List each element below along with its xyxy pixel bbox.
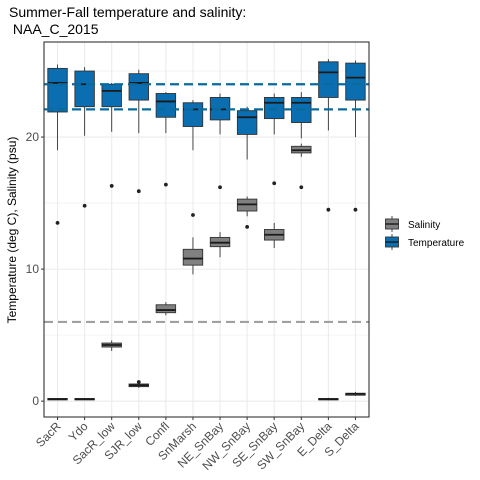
y-tick-label: 0 (32, 394, 39, 408)
outlier-point (245, 224, 250, 229)
box-body (345, 62, 366, 101)
outlier-point (326, 207, 331, 212)
outlier-point (109, 184, 114, 188)
outlier-point (299, 185, 304, 190)
box-salinity-SE_SnBay (264, 222, 285, 248)
outlier-point (218, 185, 222, 190)
legend: Salinity Temperature (385, 216, 465, 250)
box-body (236, 110, 258, 135)
outlier-point (82, 203, 87, 208)
box-salinity-NW_SnBay (236, 196, 258, 217)
box-temperature-Confl (155, 92, 177, 187)
box-salinity-SacR_low (101, 340, 122, 351)
box-body (264, 97, 285, 120)
panel-background (44, 42, 369, 417)
outlier-point (272, 181, 277, 186)
box-salinity-SacR (47, 398, 68, 401)
legend-label: Salinity (408, 220, 440, 231)
box-temperature-S_Delta (345, 60, 366, 212)
box-temperature-SacR (47, 64, 68, 225)
box-temperature-SacR_low (101, 82, 122, 188)
series-salinity (47, 143, 366, 401)
box-temperature-NW_SnBay (236, 106, 258, 229)
legend-item-salinity: Salinity (385, 216, 440, 232)
box-temperature-SJR_low (128, 69, 149, 194)
box-body (318, 61, 339, 98)
box-body (101, 83, 122, 108)
box-body (182, 102, 204, 127)
box-salinity-SJR_low (128, 380, 149, 388)
box-salinity-SW_SnBay (291, 143, 312, 157)
box-salinity-SnMarsh (182, 237, 204, 275)
outlier-point (163, 182, 168, 187)
outlier-point (353, 207, 358, 212)
legend-label: Temperature (408, 238, 465, 249)
box-body (155, 304, 177, 314)
box-body (155, 93, 177, 118)
y-tick-label: 20 (26, 130, 40, 144)
box-salinity-NE_SnBay (209, 232, 231, 258)
box-salinity-Ydo (74, 398, 95, 401)
panel-border (43, 41, 370, 418)
chart-title-line-1: Summer-Fall temperature and salinity: (9, 4, 246, 20)
box-temperature-E_Delta (318, 59, 339, 212)
outlier-point (136, 380, 141, 384)
box-salinity-E_Delta (318, 397, 339, 401)
y-tick-label: 10 (26, 262, 40, 276)
box-body (74, 70, 95, 108)
box-body (47, 67, 68, 113)
box-salinity-S_Delta (345, 391, 366, 396)
y-axis-title: Temperature (deg C), Salinity (psu) (5, 137, 19, 324)
outlier-point (55, 220, 60, 225)
legend-item-temperature: Temperature (385, 234, 465, 250)
box-body (128, 73, 149, 101)
box-temperature-SE_SnBay (264, 93, 285, 186)
outlier-point (136, 189, 141, 194)
chart-title-line-2: NAA_C_2015 (9, 21, 99, 37)
box-body (182, 248, 204, 266)
box-salinity-Confl (155, 302, 177, 316)
outlier-point (191, 213, 195, 217)
